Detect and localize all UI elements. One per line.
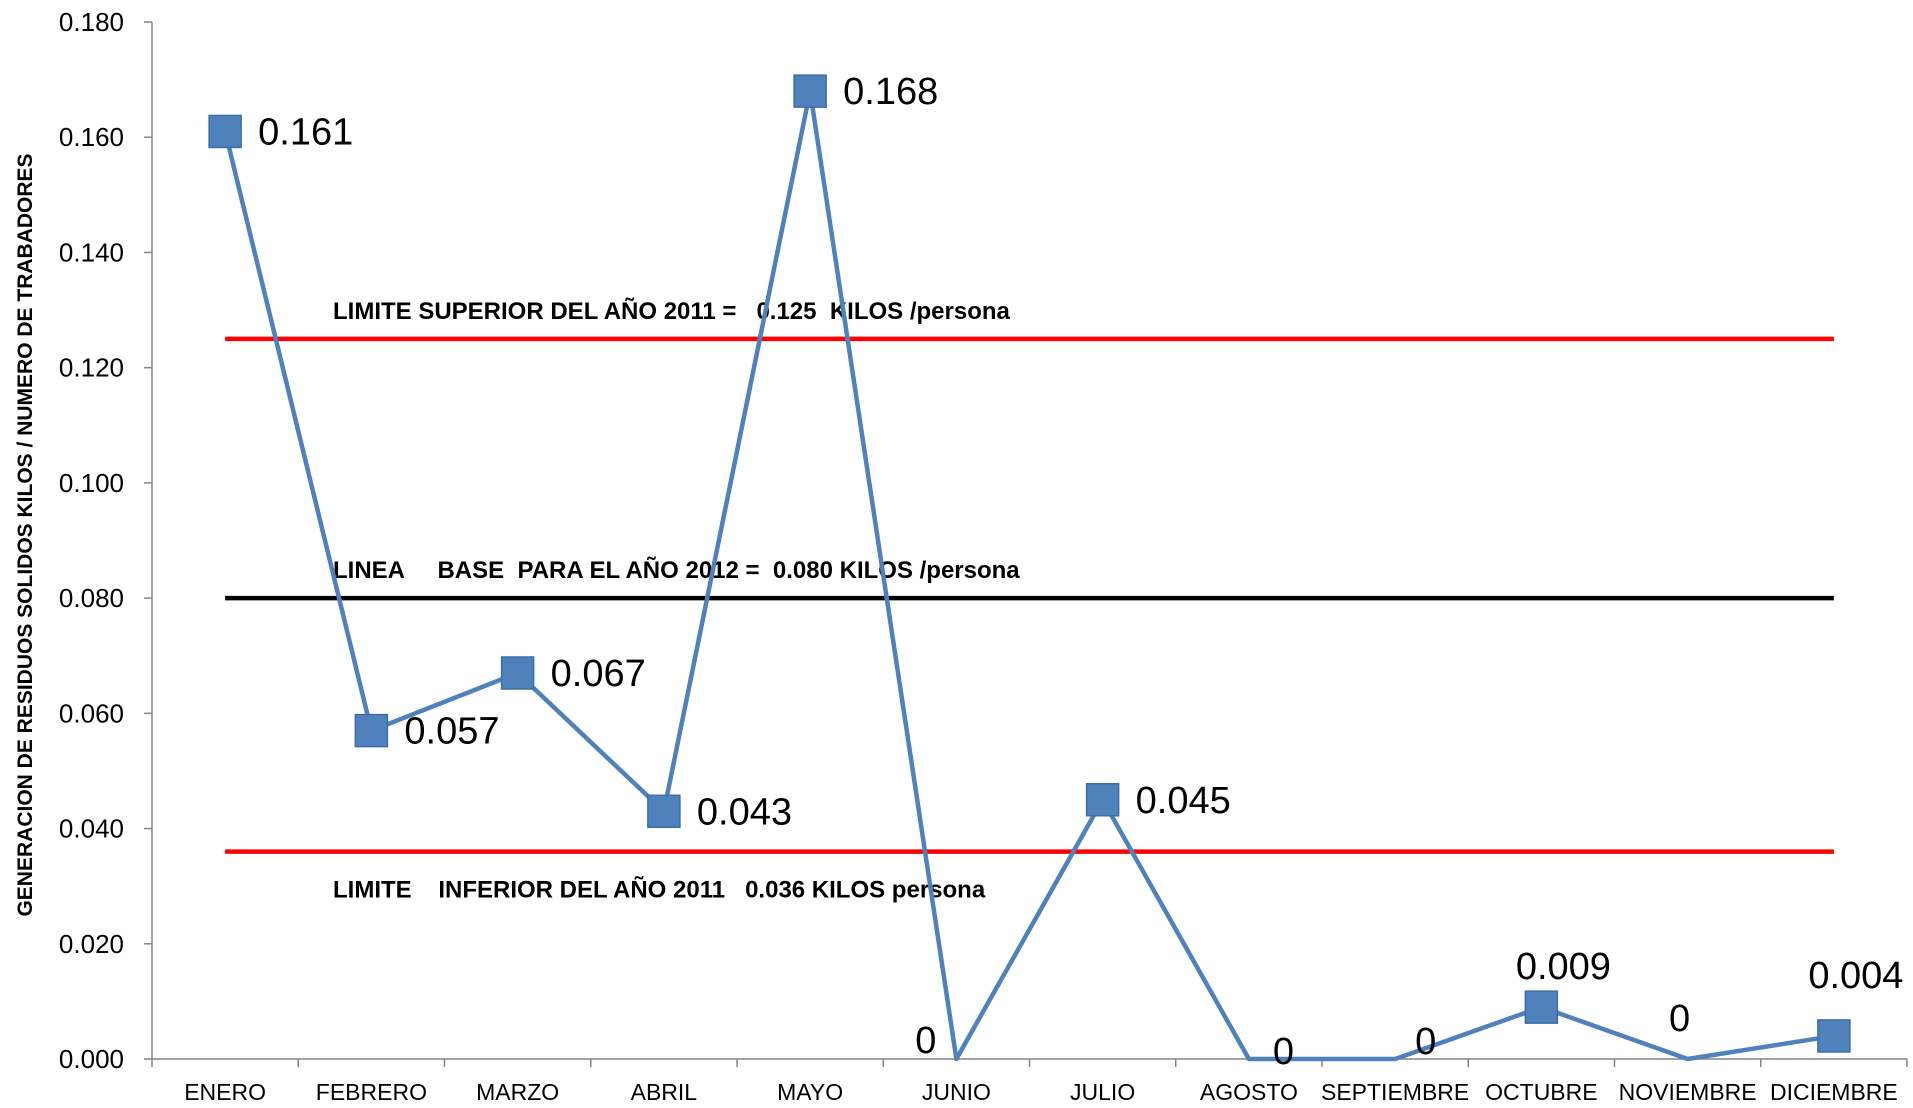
data-label: 0.009	[1516, 946, 1611, 988]
y-tick-label: 0.040	[59, 814, 124, 844]
data-label: 0.057	[404, 711, 499, 753]
data-label: 0.043	[697, 791, 792, 833]
reference-line-label: LIMITE SUPERIOR DEL AÑO 2011 = 0.125 KIL…	[333, 297, 1011, 325]
y-tick-label: 0.120	[59, 353, 124, 383]
data-point-marker	[354, 713, 389, 748]
data-label: 0	[1273, 1031, 1294, 1073]
x-tick-label: SEPTIEMBRE	[1321, 1079, 1469, 1103]
x-tick-label: ENERO	[184, 1079, 266, 1103]
x-tick-label: AGOSTO	[1200, 1079, 1298, 1103]
y-tick-label: 0.140	[59, 237, 124, 267]
data-point-marker	[1817, 1019, 1851, 1053]
y-tick-label: 0.180	[59, 7, 124, 37]
y-tick-label: 0.020	[59, 929, 124, 959]
x-tick-label: ABRIL	[631, 1079, 698, 1103]
data-point-marker	[1085, 783, 1120, 817]
reference-line-label: LIMITE INFERIOR DEL AÑO 2011 0.036 KILOS…	[333, 876, 986, 904]
data-label: 0.067	[551, 653, 646, 695]
y-tick-label: 0.000	[59, 1044, 124, 1074]
data-point-marker	[793, 74, 827, 108]
data-point-marker	[208, 114, 242, 149]
axes: 0.000 0.020 0.040 0.060 0.080 0.100 0.120 0.140…	[59, 7, 1908, 1105]
x-tick-label: MAYO	[777, 1079, 843, 1103]
reference-lines: LIMITE SUPERIOR DEL AÑO 2011 = 0.125 KIL…	[225, 297, 1834, 904]
data-label: 0.004	[1808, 955, 1903, 997]
data-point-marker	[1524, 990, 1559, 1024]
data-label: 0.168	[843, 71, 938, 113]
y-axis-title: GENERACION DE RESIDUOS SOLIDOS KILOS / N…	[14, 153, 37, 916]
y-tick-label: 0.060	[59, 698, 124, 728]
data-label: 0.161	[258, 111, 353, 153]
y-tick-label: 0.160	[59, 122, 124, 152]
x-tick-label: DICIEMBRE	[1770, 1079, 1898, 1103]
data-label: 0	[915, 1020, 936, 1062]
x-tick-label: MARZO	[476, 1079, 559, 1103]
x-tick-label: JUNIO	[922, 1079, 991, 1103]
x-tick-label: NOVIEMBRE	[1619, 1079, 1757, 1103]
data-label: 0.045	[1136, 780, 1231, 822]
y-tick-label: 0.100	[59, 468, 124, 498]
x-tick-label: OCTUBRE	[1485, 1079, 1597, 1103]
x-tick-label: FEBRERO	[316, 1079, 427, 1103]
series-line	[222, 88, 1835, 1062]
y-tick-label: 0.080	[59, 583, 124, 613]
labels: 0.161 0.057 0.067 0.043 0.168 0 0.045 0 0 0.009 0 0…	[258, 71, 1903, 1073]
data-point-marker	[647, 794, 681, 829]
data-label: 0	[1415, 1021, 1436, 1063]
reference-line-label: LINEA BASE PARA EL AÑO 2012 = 0.080 KILO…	[333, 556, 1020, 584]
data-point-marker	[500, 656, 535, 690]
data-label: 0	[1669, 998, 1690, 1040]
x-tick-label: JULIO	[1070, 1079, 1135, 1103]
series	[208, 74, 1851, 1062]
